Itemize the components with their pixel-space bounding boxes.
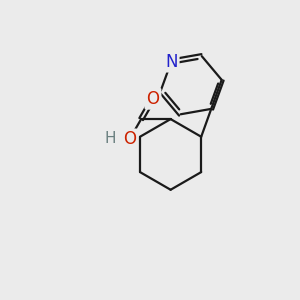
- Text: H: H: [105, 130, 116, 146]
- Text: O: O: [146, 90, 159, 108]
- Text: O: O: [123, 130, 136, 148]
- Text: N: N: [165, 52, 178, 70]
